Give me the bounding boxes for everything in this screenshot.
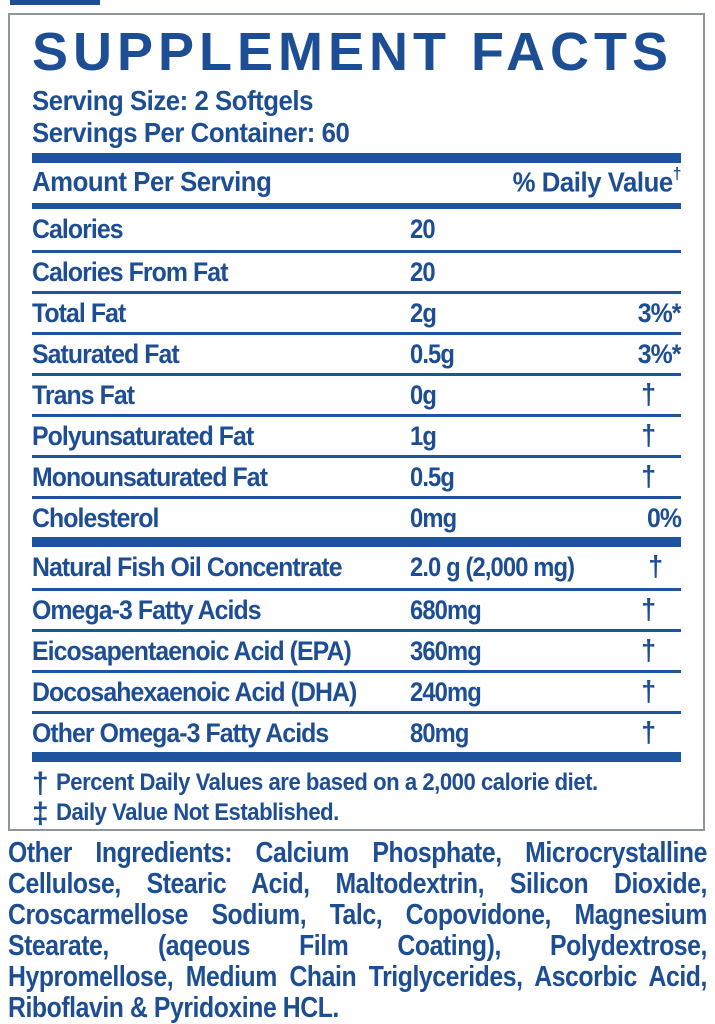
nutrient-amount: 0g	[410, 379, 437, 410]
section-divider	[32, 752, 681, 763]
nutrient-name: Monounsaturated Fat	[32, 461, 268, 492]
nutrient-name: Total Fat	[32, 297, 126, 328]
footnote-line: † Percent Daily Values are based on a 2,0…	[32, 769, 681, 799]
nutrient-name: Cholesterol	[32, 502, 159, 533]
nutrient-name: Eicosapentaenoic Acid (EPA)	[32, 635, 352, 666]
nutrient-amount: 1g	[410, 420, 437, 451]
nutrition-table: Calories 20 Calories From Fat 20 Total Fat 2g…	[32, 209, 682, 752]
dagger-symbol: †	[641, 634, 656, 667]
nutrient-daily-value: 0%	[646, 502, 682, 533]
dagger-symbol: †	[641, 716, 656, 749]
nutrient-name: Polyunsaturated Fat	[32, 420, 254, 451]
nutrient-daily-value: †	[589, 594, 681, 627]
section-divider	[32, 537, 681, 548]
dagger-symbol: †	[641, 593, 656, 626]
table-row: Calories From Fat 20	[32, 250, 681, 291]
table-row: Natural Fish Oil Concentrate 2.0 g (2,000…	[32, 547, 681, 588]
dagger-symbol: †	[32, 767, 49, 801]
nutrient-daily-value: †	[589, 676, 681, 709]
nutrient-name: Calories From Fat	[32, 256, 228, 287]
panel-title: SUPPLEMENT FACTS	[32, 22, 674, 82]
table-row: Polyunsaturated Fat 1g †	[32, 414, 681, 455]
dagger-symbol: †	[641, 460, 656, 493]
table-row: Total Fat 2g 3%*	[32, 291, 682, 332]
nutrient-name: Omega-3 Fatty Acids	[32, 594, 262, 625]
other-ingredients: Other Ingredients: Calcium Phosphate, Mi…	[8, 838, 708, 1024]
nutrient-daily-value	[589, 257, 681, 288]
header-rule	[32, 203, 681, 210]
nutrient-amount: 20	[410, 214, 436, 245]
table-header: Amount Per Serving % Daily Value†	[32, 163, 681, 203]
top-edge-artifact	[10, 0, 100, 5]
nutrient-daily-value: 3%*	[638, 338, 682, 369]
other-ingredients-text: Calcium Phosphate, Microcrystalline Cell…	[8, 837, 707, 1024]
nutrient-name: Calories	[32, 214, 124, 245]
dagger-symbol: †	[641, 378, 656, 411]
servings-per-container-text: Servings Per Container: 60	[32, 117, 350, 149]
nutrient-amount: 360mg	[410, 635, 482, 666]
section-divider	[32, 153, 681, 164]
dagger-symbol: †	[641, 419, 656, 452]
nutrient-amount: 2.0 g (2,000 mg)	[410, 552, 575, 583]
other-ingredients-label: Other Ingredients:	[8, 837, 233, 869]
double-dagger-symbol: ‡	[32, 797, 49, 831]
table-row: Docosahexaenoic Acid (DHA) 240mg †	[32, 670, 681, 711]
nutrient-daily-value: †	[589, 420, 681, 453]
table-row: Trans Fat 0g †	[32, 373, 681, 414]
nutrient-amount: 680mg	[410, 594, 482, 625]
nutrient-amount: 0mg	[410, 502, 457, 533]
nutrient-amount: 0.5g	[410, 338, 455, 369]
nutrient-amount: 240mg	[410, 676, 482, 707]
table-row: Monounsaturated Fat 0.5g †	[32, 455, 681, 496]
nutrient-daily-value: †	[589, 635, 681, 668]
dagger-symbol: †	[648, 551, 664, 584]
footnote-text: Percent Daily Values are based on a 2,00…	[55, 769, 598, 797]
nutrient-amount: 80mg	[410, 717, 469, 748]
table-row: Cholesterol 0mg 0%	[32, 496, 682, 537]
footnote-text: Daily Value Not Established.	[55, 799, 339, 827]
footnotes: † Percent Daily Values are based on a 2,0…	[32, 762, 681, 829]
table-row: Calories 20	[32, 209, 681, 250]
daily-value-header: % Daily Value†	[512, 163, 682, 198]
dagger-symbol: †	[641, 675, 656, 708]
nutrient-daily-value: †	[589, 379, 681, 412]
serving-size: Serving Size: 2 Softgels	[32, 86, 681, 116]
servings-per-container: Servings Per Container: 60	[32, 118, 681, 148]
nutrient-name: Other Omega-3 Fatty Acids	[32, 717, 329, 748]
nutrient-daily-value: 3%*	[638, 297, 682, 328]
table-row: Eicosapentaenoic Acid (EPA) 360mg †	[32, 629, 681, 670]
table-row: Other Omega-3 Fatty Acids 80mg †	[32, 711, 681, 752]
nutrient-name: Natural Fish Oil Concentrate	[32, 552, 343, 583]
table-row: Saturated Fat 0.5g 3%*	[32, 332, 682, 373]
nutrient-name: Docosahexaenoic Acid (DHA)	[32, 676, 357, 707]
supplement-facts-panel: SUPPLEMENT FACTS Serving Size: 2 Softgel…	[8, 13, 705, 831]
table-row: Omega-3 Fatty Acids 680mg †	[32, 588, 681, 629]
nutrient-daily-value: †	[589, 717, 681, 750]
nutrient-amount: 20	[410, 256, 436, 287]
serving-size-text: Serving Size: 2 Softgels	[32, 85, 313, 117]
footnote-line: ‡ Daily Value Not Established.	[32, 799, 681, 829]
nutrient-name: Trans Fat	[32, 379, 135, 410]
nutrient-daily-value: †	[597, 551, 689, 584]
nutrient-name: Saturated Fat	[32, 338, 180, 369]
nutrient-amount: 0.5g	[410, 461, 455, 492]
nutrient-amount: 2g	[410, 297, 437, 328]
nutrient-daily-value	[589, 214, 681, 245]
dagger-symbol: †	[672, 163, 682, 183]
amount-per-serving-header: Amount Per Serving	[32, 166, 272, 198]
nutrient-daily-value: †	[589, 461, 681, 494]
